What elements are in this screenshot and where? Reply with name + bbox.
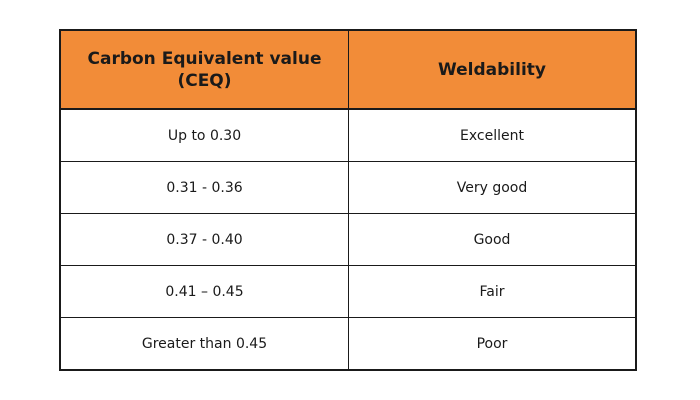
table-row: 0.31 - 0.36 Very good: [61, 161, 635, 213]
header-weldability: Weldability: [437, 59, 546, 80]
ceq-cell: Up to 0.30: [61, 110, 349, 161]
weldability-table: Carbon Equivalent value (CEQ) Weldabilit…: [59, 29, 637, 371]
table-row: Greater than 0.45 Poor: [61, 317, 635, 369]
ceq-cell: Greater than 0.45: [61, 318, 349, 369]
ceq-cell: 0.41 – 0.45: [61, 266, 349, 317]
ceq-cell: 0.37 - 0.40: [61, 214, 349, 265]
table-header-row: Carbon Equivalent value (CEQ) Weldabilit…: [61, 31, 635, 109]
weldability-cell: Excellent: [460, 127, 524, 144]
weldability-cell: Fair: [479, 283, 505, 300]
weldability-cell: Very good: [456, 179, 528, 196]
header-ceq: Carbon Equivalent value (CEQ): [61, 31, 349, 108]
table-row: Up to 0.30 Excellent: [61, 109, 635, 161]
weldability-cell: Poor: [476, 335, 508, 352]
ceq-cell: 0.31 - 0.36: [61, 162, 349, 213]
table-row: 0.41 – 0.45 Fair: [61, 265, 635, 317]
table-row: 0.37 - 0.40 Good: [61, 213, 635, 265]
weldability-cell: Good: [473, 231, 511, 248]
